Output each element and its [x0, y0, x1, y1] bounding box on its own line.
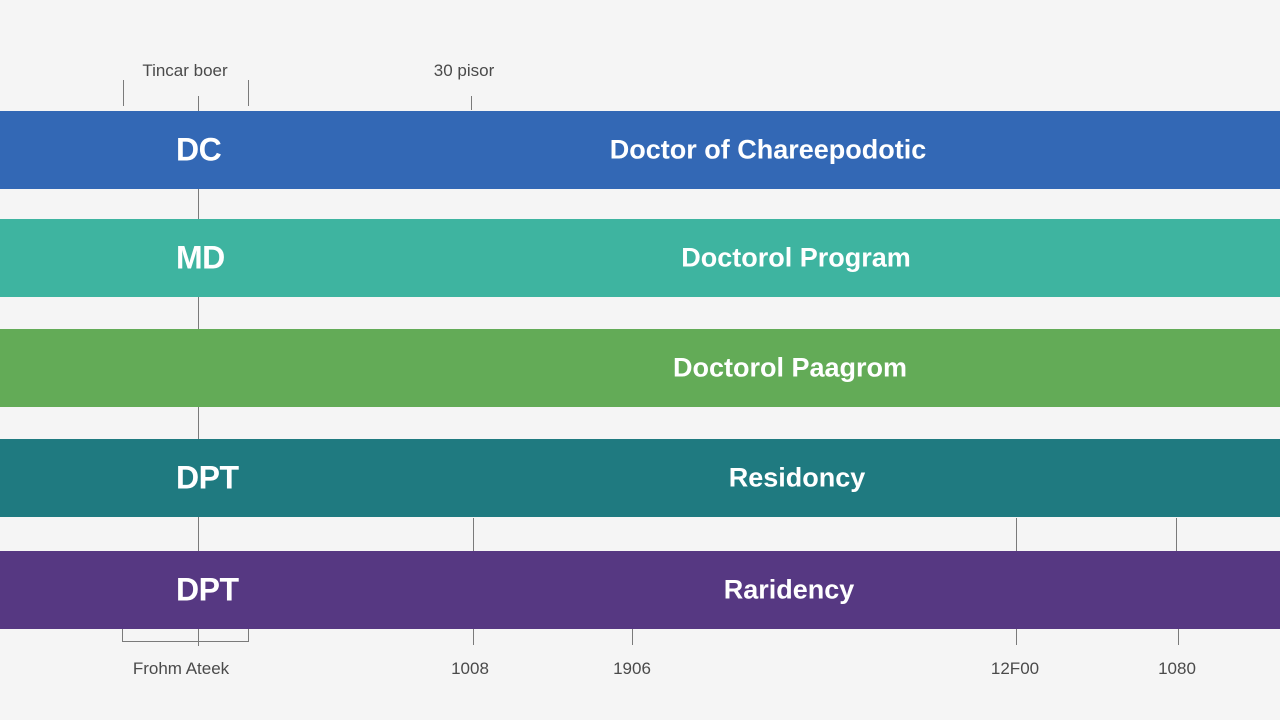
x-tick-label: 1008	[451, 659, 489, 678]
x-tick	[1178, 629, 1179, 645]
top-bracket-right	[248, 80, 249, 106]
bar-label: Residoncy	[728, 462, 866, 493]
bar-code: DC	[176, 131, 222, 168]
top-tick	[471, 96, 472, 110]
top-label: 30 pisor	[433, 61, 495, 80]
x-tick-label: 1080	[1158, 659, 1196, 678]
bar-1: DC Doctor of Chareepodotic	[0, 111, 1280, 189]
bottom-bracket-right	[248, 629, 249, 641]
bar-5: DPT Raridency	[0, 551, 1280, 629]
x-tick	[632, 629, 633, 645]
x-tick-label: 12F00	[990, 659, 1040, 678]
grid-tick	[1176, 518, 1177, 551]
bar-3: Doctorol Paagrom	[0, 329, 1280, 407]
top-bracket-left	[123, 80, 124, 106]
x-tick-label: 1906	[613, 659, 651, 678]
bar-label: Doctorol Paagrom	[672, 352, 908, 383]
x-tick	[473, 629, 474, 645]
bar-label: Doctorol Program	[681, 242, 911, 273]
bottom-bracket-base	[122, 641, 249, 642]
bar-label: Doctor of Chareepodotic	[609, 134, 927, 165]
x-tick	[1016, 629, 1017, 645]
top-label: Tincar boer	[142, 61, 228, 80]
bar-2: MD Doctorol Program	[0, 219, 1280, 297]
grid-tick	[1016, 518, 1017, 551]
bar-code: MD	[176, 239, 225, 276]
bar-4: DPT Residoncy	[0, 439, 1280, 517]
bottom-bracket-left	[122, 629, 123, 641]
bar-label: Raridency	[723, 574, 855, 605]
x-tick-label: Frohm Ateek	[132, 659, 230, 678]
bar-code: DPT	[176, 571, 239, 608]
bar-code: DPT	[176, 459, 239, 496]
grid-tick	[473, 518, 474, 551]
